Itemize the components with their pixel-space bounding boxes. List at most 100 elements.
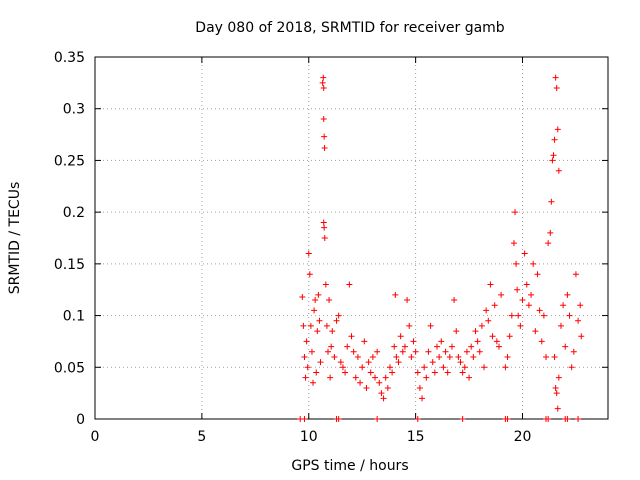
data-point	[459, 416, 466, 422]
x-tick-label: 20	[514, 429, 532, 445]
data-point	[419, 395, 426, 402]
data-point	[401, 343, 408, 350]
data-point	[489, 333, 496, 340]
data-point	[552, 384, 559, 391]
data-point	[555, 167, 562, 174]
data-point	[335, 312, 342, 319]
data-point	[399, 348, 406, 355]
data-point	[410, 338, 417, 345]
data-point	[328, 343, 335, 350]
data-point	[457, 359, 464, 366]
data-point	[540, 312, 547, 319]
data-point	[310, 379, 317, 386]
data-point	[319, 79, 326, 86]
data-point	[320, 219, 327, 226]
data-point	[386, 364, 393, 371]
data-point	[354, 353, 361, 360]
data-point	[434, 343, 440, 350]
data-point	[378, 390, 385, 397]
data-point	[476, 348, 483, 355]
data-point	[536, 307, 543, 314]
data-point	[322, 281, 329, 288]
data-point	[302, 374, 309, 381]
data-point	[498, 291, 505, 298]
data-point	[414, 416, 421, 422]
data-point	[451, 297, 458, 304]
data-point	[404, 297, 411, 304]
data-point	[321, 224, 328, 231]
data-point	[331, 353, 338, 360]
data-point	[493, 338, 500, 345]
data-point	[553, 85, 560, 92]
data-point	[384, 384, 391, 391]
x-tick-label: 0	[91, 429, 100, 445]
data-point	[406, 322, 413, 329]
data-point	[491, 302, 498, 309]
data-point	[528, 291, 535, 298]
data-point	[438, 338, 445, 345]
data-point	[305, 250, 312, 257]
y-tick-label: 0.35	[54, 50, 85, 66]
data-point	[337, 359, 344, 366]
data-point	[324, 348, 331, 355]
data-point	[423, 374, 430, 381]
data-point	[485, 317, 492, 324]
y-tick-label: 0.25	[54, 153, 85, 169]
y-tick-label: 0.1	[63, 309, 85, 325]
x-tick-label: 10	[300, 429, 318, 445]
data-point	[320, 74, 327, 81]
data-point	[352, 374, 359, 381]
data-point	[301, 353, 308, 360]
data-point	[461, 364, 468, 371]
data-point	[538, 338, 545, 345]
data-point	[308, 348, 315, 355]
data-point	[436, 353, 443, 360]
data-point	[314, 328, 321, 335]
data-point	[512, 209, 519, 216]
data-point	[329, 328, 336, 335]
data-point	[453, 328, 460, 335]
data-point	[577, 302, 584, 309]
data-point	[421, 364, 428, 371]
data-point	[323, 322, 330, 329]
data-point	[389, 369, 396, 376]
data-point	[550, 152, 557, 159]
data-point	[515, 312, 522, 319]
data-point	[395, 359, 402, 366]
data-point	[545, 240, 552, 247]
data-point	[397, 333, 404, 340]
data-point	[357, 379, 364, 386]
data-point	[380, 395, 387, 402]
data-point	[431, 369, 438, 376]
data-point	[572, 271, 579, 278]
data-point	[551, 136, 558, 143]
data-point	[440, 364, 447, 371]
data-point	[427, 322, 434, 329]
data-point	[416, 384, 423, 391]
data-point	[557, 322, 564, 329]
data-point	[425, 348, 432, 355]
data-point	[548, 198, 555, 205]
data-point	[506, 333, 513, 340]
data-point	[552, 74, 559, 81]
x-tick-label: 15	[407, 429, 425, 445]
data-point	[551, 353, 558, 360]
data-point	[320, 116, 327, 123]
data-point	[444, 369, 451, 376]
data-point	[568, 364, 575, 371]
data-point	[510, 240, 517, 247]
data-point	[339, 364, 346, 371]
x-tick-label: 5	[197, 429, 206, 445]
data-point	[327, 374, 334, 381]
data-point	[303, 338, 310, 345]
data-point	[570, 348, 577, 355]
data-point	[575, 416, 582, 422]
data-point	[326, 297, 333, 304]
data-point	[543, 353, 550, 360]
data-point	[382, 374, 389, 381]
data-point	[474, 338, 481, 345]
data-point	[442, 348, 449, 355]
y-tick-label: 0.15	[54, 257, 85, 273]
data-point	[553, 390, 560, 397]
grid-lines	[95, 57, 608, 419]
